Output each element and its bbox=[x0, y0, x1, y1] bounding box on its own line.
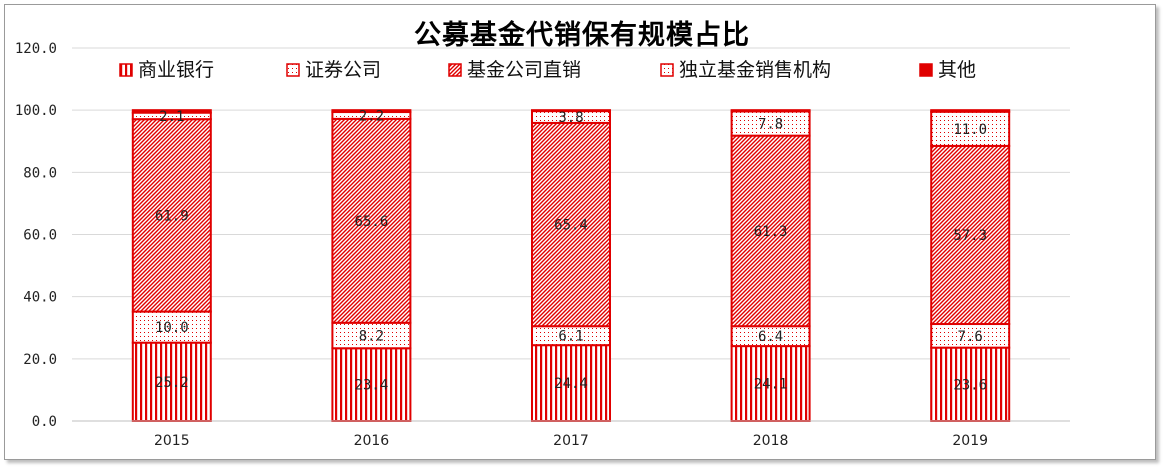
x-tick-label: 2015 bbox=[154, 433, 190, 449]
bar-segment bbox=[331, 109, 412, 114]
y-tick-label: 80.0 bbox=[23, 165, 57, 181]
x-tick-label: 2018 bbox=[753, 433, 789, 449]
data-label: 23.4 bbox=[355, 378, 389, 394]
data-label: 3.8 bbox=[558, 110, 583, 126]
data-label: 2.1 bbox=[159, 109, 184, 125]
legend-swatch bbox=[919, 63, 933, 77]
data-label: 61.9 bbox=[155, 208, 189, 224]
bar-segment bbox=[930, 346, 1011, 423]
y-tick-label: 100.0 bbox=[15, 103, 57, 119]
legend-label: 独立基金销售机构 bbox=[679, 59, 831, 81]
axes: 0.0 20.0 40.0 60.0 80.0 100.0 120.0 2015 2016 201… bbox=[15, 41, 1070, 449]
x-tick-label: 2016 bbox=[354, 433, 390, 449]
bar-segment bbox=[730, 110, 811, 137]
data-label: 65.4 bbox=[554, 218, 588, 234]
bar-segment bbox=[531, 109, 611, 113]
data-label: 7.6 bbox=[958, 329, 983, 345]
data-label: 23.6 bbox=[953, 377, 987, 393]
bar-segment bbox=[730, 345, 811, 423]
bar-segment bbox=[531, 344, 611, 423]
data-label: 6.4 bbox=[758, 329, 783, 345]
bars bbox=[131, 109, 1011, 423]
legend-swatch bbox=[119, 63, 133, 77]
x-tick-label: 2017 bbox=[553, 433, 589, 449]
legend-swatch bbox=[286, 63, 300, 77]
y-tick-label: 20.0 bbox=[23, 352, 57, 368]
data-labels: 25.2 10.0 61.9 2.1 23.4 8.2 65.6 2.2 24.4 6.1 65.4… bbox=[155, 108, 987, 393]
chart-title: 公募基金代销保有规模占比 bbox=[414, 20, 750, 51]
legend-label: 基金公司直销 bbox=[467, 59, 581, 81]
bar-segment bbox=[131, 310, 212, 344]
data-label: 7.8 bbox=[758, 117, 783, 133]
y-tick-label: 40.0 bbox=[23, 290, 57, 306]
data-label: 11.0 bbox=[953, 122, 987, 138]
data-label: 65.6 bbox=[355, 214, 389, 230]
data-label: 10.0 bbox=[155, 320, 189, 336]
legend: 商业银行 证券公司 基金公司直销 独立基金销售机构 其他 bbox=[119, 59, 976, 81]
data-label: 57.3 bbox=[953, 228, 987, 244]
y-tick-label: 0.0 bbox=[32, 414, 57, 430]
y-tick-label: 120.0 bbox=[15, 41, 57, 57]
bar-segment bbox=[131, 118, 212, 313]
legend-label: 其他 bbox=[938, 59, 976, 81]
data-label: 6.1 bbox=[558, 329, 583, 345]
bar-segment bbox=[531, 121, 611, 328]
x-tick-label: 2019 bbox=[952, 433, 988, 449]
data-label: 24.1 bbox=[754, 377, 788, 393]
bar-segment bbox=[131, 109, 212, 114]
legend-label: 证券公司 bbox=[305, 59, 381, 81]
y-tick-label: 60.0 bbox=[23, 228, 57, 244]
bar-segment bbox=[930, 109, 1011, 113]
bar-segment bbox=[331, 117, 412, 324]
data-label: 24.4 bbox=[554, 376, 588, 392]
data-label: 25.2 bbox=[155, 375, 189, 391]
data-label: 61.3 bbox=[754, 224, 788, 240]
legend-label: 商业银行 bbox=[138, 59, 214, 81]
legend-swatch bbox=[448, 63, 462, 77]
bar-segment bbox=[930, 144, 1011, 326]
data-label: 8.2 bbox=[359, 329, 384, 345]
bar-segment bbox=[730, 134, 811, 328]
bar-segment bbox=[730, 109, 811, 113]
data-label: 2.2 bbox=[359, 108, 384, 124]
legend-swatch bbox=[660, 63, 674, 77]
